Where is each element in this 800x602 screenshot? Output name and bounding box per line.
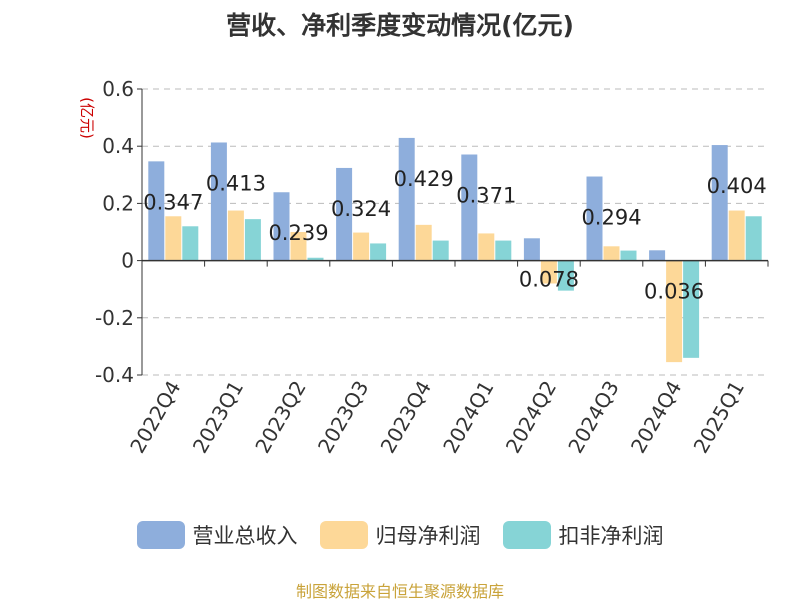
bar-2024Q2-s1[interactable] — [540, 260, 557, 284]
bar-2024Q2-s2[interactable] — [557, 260, 574, 291]
bar-2023Q1-s0[interactable] — [210, 142, 227, 261]
x-tick-label-2022Q4: 2022Q4 — [125, 377, 185, 458]
x-tick-label-2024Q4: 2024Q4 — [626, 377, 686, 458]
bar-2025Q1-s0[interactable] — [711, 145, 728, 261]
legend-swatch-deducted-profit — [502, 521, 551, 549]
bar-2023Q1-s1[interactable] — [227, 210, 244, 261]
bar-2023Q2-s2[interactable] — [307, 257, 324, 261]
y-tick-label: 0.2 — [102, 191, 134, 215]
bar-2023Q4-s1[interactable] — [415, 224, 432, 261]
x-tick-label-2024Q3: 2024Q3 — [563, 377, 623, 458]
bar-2024Q2-s0[interactable] — [523, 238, 540, 261]
bar-2024Q4-s2[interactable] — [683, 260, 700, 358]
y-tick-label: 0 — [121, 249, 134, 273]
data-label-2025Q1: 0.404 — [707, 174, 767, 198]
x-tick-label-2023Q3: 2023Q3 — [313, 377, 373, 458]
data-label-2024Q4: 0.036 — [644, 279, 704, 303]
bar-2023Q3-s2[interactable] — [370, 243, 387, 261]
bar-2022Q4-s2[interactable] — [182, 226, 199, 261]
data-label-2023Q1: 0.413 — [206, 171, 266, 195]
bar-2024Q1-s1[interactable] — [478, 233, 495, 261]
bar-2022Q4-s0[interactable] — [148, 161, 165, 261]
bar-2024Q1-s2[interactable] — [495, 240, 512, 261]
bar-2023Q4-s2[interactable] — [432, 240, 449, 261]
data-label-2023Q2: 0.239 — [268, 221, 328, 245]
chart-title: 营收、净利季度变动情况(亿元) — [226, 11, 574, 40]
bar-2022Q4-s1[interactable] — [165, 216, 182, 261]
x-tick-label-2024Q1: 2024Q1 — [438, 377, 498, 458]
bar-2023Q1-s2[interactable] — [244, 219, 261, 261]
legend-label-deducted-profit: 扣非净利润 — [558, 524, 664, 548]
legend-item-net-profit[interactable]: 归母净利润 — [319, 520, 481, 550]
grid-lines — [142, 88, 768, 376]
legend-label-revenue: 营业总收入 — [192, 524, 298, 548]
bar-2024Q4-s0[interactable] — [649, 250, 666, 261]
bar-2025Q1-s2[interactable] — [745, 216, 762, 261]
y-tick-label: -0.4 — [95, 363, 134, 387]
y-axis-label: (亿元) — [78, 97, 96, 139]
legend-label-net-profit: 归母净利润 — [375, 524, 481, 548]
bar-2024Q3-s2[interactable] — [620, 250, 637, 261]
bars — [148, 137, 762, 363]
x-tick-label-2023Q4: 2023Q4 — [376, 377, 436, 458]
x-tick-label-2025Q1: 2025Q1 — [689, 377, 749, 458]
bar-2024Q3-s1[interactable] — [603, 246, 620, 261]
bar-2024Q1-s0[interactable] — [461, 154, 478, 261]
y-tick-label: 0.4 — [102, 134, 134, 158]
data-label-2023Q3: 0.324 — [331, 197, 391, 221]
x-tick-label-2024Q2: 2024Q2 — [501, 377, 561, 458]
y-tick-label: -0.2 — [95, 306, 134, 330]
bar-2023Q2-s0[interactable] — [273, 192, 290, 261]
data-label-2023Q4: 0.429 — [394, 167, 454, 191]
data-label-2024Q3: 0.294 — [581, 206, 641, 230]
legend: 营业总收入 归母净利润 扣非净利润 — [0, 520, 800, 550]
legend-item-deducted-profit[interactable]: 扣非净利润 — [502, 520, 664, 550]
legend-item-revenue[interactable]: 营业总收入 — [136, 520, 298, 550]
y-tick-label: 0.6 — [102, 77, 134, 101]
bar-2024Q4-s1[interactable] — [666, 260, 683, 363]
source-note: 制图数据来自恒生聚源数据库 — [295, 582, 504, 601]
bar-2025Q1-s1[interactable] — [728, 210, 745, 261]
data-label-2022Q4: 0.347 — [143, 190, 203, 214]
bar-2023Q4-s0[interactable] — [398, 137, 415, 261]
x-tick-label-2023Q2: 2023Q2 — [250, 377, 310, 458]
bar-2024Q3-s0[interactable] — [586, 176, 603, 261]
legend-swatch-revenue — [136, 521, 185, 549]
bar-2023Q3-s1[interactable] — [353, 232, 370, 261]
bar-2023Q2-s1[interactable] — [290, 232, 307, 261]
legend-swatch-net-profit — [319, 521, 368, 549]
data-label-2024Q1: 0.371 — [456, 183, 516, 207]
bar-2023Q3-s0[interactable] — [336, 167, 353, 261]
data-label-2024Q2: 0.078 — [519, 267, 579, 291]
x-tick-label-2023Q1: 2023Q1 — [188, 377, 248, 458]
